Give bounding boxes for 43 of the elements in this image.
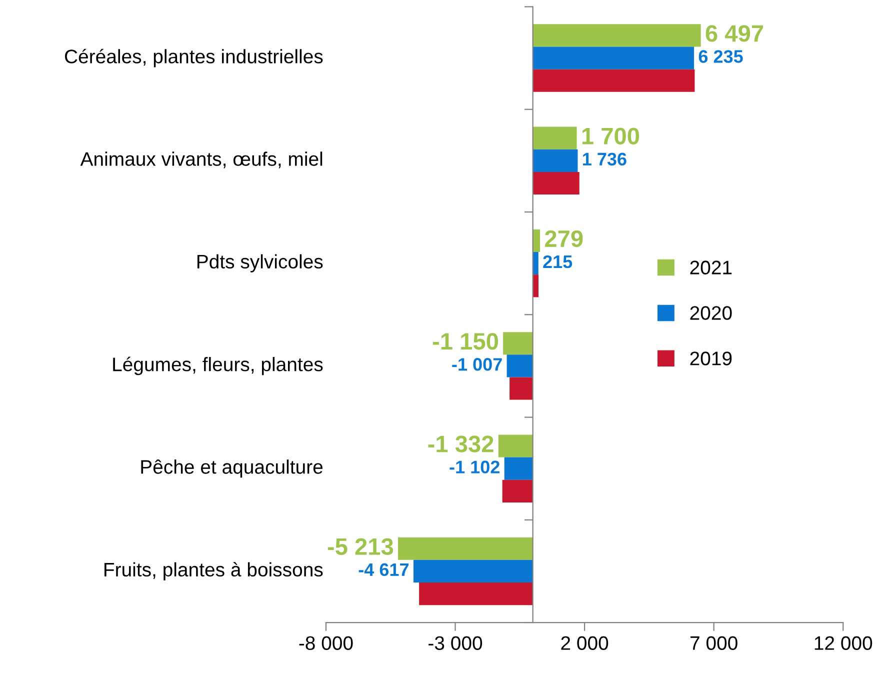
- data-label: 1 700: [582, 128, 640, 144]
- y-tick-label: Céréales, plantes industrielles: [64, 48, 323, 68]
- x-tick-label: -8 000: [299, 636, 353, 650]
- bar: [532, 252, 538, 275]
- bar: [532, 149, 578, 172]
- data-label: 1 736: [582, 152, 626, 166]
- y-tick-label: Fruits, plantes à boissons: [104, 562, 323, 580]
- x-tick-label: 2 000: [561, 636, 608, 650]
- bar: [413, 560, 533, 582]
- legend-label: 2020: [690, 306, 732, 320]
- bar: [532, 46, 694, 70]
- bar: [502, 480, 533, 502]
- data-label: -4 617: [358, 563, 409, 576]
- x-tick-label: -3 000: [428, 636, 482, 650]
- x-tick-label: 12 000: [814, 636, 872, 650]
- data-label: 279: [545, 230, 583, 248]
- bar: [532, 24, 701, 47]
- y-tick-label: Pêche et aquaculture: [141, 459, 323, 478]
- data-label: -1 332: [428, 436, 494, 452]
- bar: [504, 457, 533, 480]
- bar: [532, 172, 580, 195]
- x-tick-label: 7 000: [690, 636, 738, 650]
- bar: [532, 229, 540, 252]
- data-label: 6 497: [706, 25, 764, 42]
- bar: [510, 377, 533, 400]
- bar: [532, 69, 695, 92]
- data-label: 215: [543, 255, 572, 268]
- data-label: -1 102: [450, 460, 500, 474]
- bar: [398, 537, 533, 560]
- data-label: 6 235: [698, 50, 743, 63]
- data-label: -1 150: [432, 332, 498, 350]
- legend-label: 2021: [690, 260, 732, 274]
- bar: [506, 354, 533, 378]
- y-tick-label: Pdts sylvicoles: [197, 254, 323, 272]
- y-tick-label: Animaux vivants, œufs, miel: [80, 152, 322, 168]
- data-label: -5 213: [328, 538, 394, 555]
- bar: [532, 126, 577, 150]
- data-label: -1 007: [452, 358, 502, 371]
- y-tick-label: Légumes, fleurs, plantes: [113, 356, 323, 376]
- bar: [419, 582, 533, 606]
- bar: [503, 332, 533, 355]
- legend-label: 2019: [690, 352, 732, 366]
- bar: [498, 434, 533, 458]
